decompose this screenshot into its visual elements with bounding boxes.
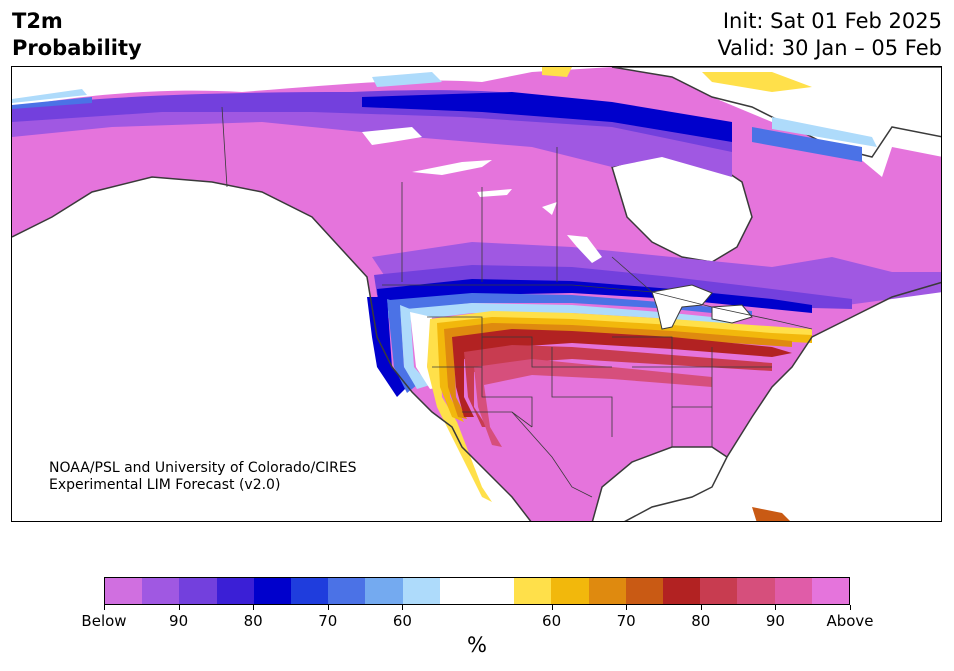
colorbar-segment <box>216 578 254 604</box>
colorbar <box>104 577 850 605</box>
band-below-90-mid <box>372 242 941 307</box>
colorbar-segment <box>663 578 701 604</box>
band-above-90 <box>474 359 712 447</box>
credit-text: NOAA/PSL and University of Colorado/CIRE… <box>49 460 357 494</box>
colorbar-segment <box>365 578 403 604</box>
colorbar-tick-label: Above <box>826 612 874 630</box>
init-date: Init: Sat 01 Feb 2025 <box>722 9 942 33</box>
colorbar-tick-mark <box>327 605 329 610</box>
colorbar-tick-label: 70 <box>318 612 338 630</box>
colorbar-tick-mark <box>551 605 553 610</box>
colorbar-tick-mark <box>104 605 105 610</box>
band-below-70-mid <box>378 293 752 317</box>
colorbar-tick-label: 80 <box>691 612 711 630</box>
colorbar-tick-label: Below <box>81 612 127 630</box>
colorbar-segment <box>774 578 812 604</box>
colorbar-tick-mark <box>402 605 404 610</box>
band-below-60-mid <box>384 303 732 325</box>
band-above-80 <box>452 329 792 417</box>
lake-winnipeg <box>567 235 602 263</box>
colorbar-tick-label: 60 <box>542 612 562 630</box>
band-west-coast-cold <box>367 297 407 397</box>
colorbar-tick-mark <box>178 605 180 610</box>
colorbar-unit: % <box>467 633 487 657</box>
colorbar-tick-mark <box>626 605 628 610</box>
colorbar-tick-mark <box>775 605 777 610</box>
band-west-white <box>410 312 442 389</box>
colorbar-segment <box>328 578 366 604</box>
title-type: Probability <box>12 36 142 60</box>
colorbar-segment <box>142 578 180 604</box>
colorbar-segment <box>551 578 589 604</box>
colorbar-segment <box>625 578 664 604</box>
band-caribbean <box>752 507 790 521</box>
band-above-85 <box>464 345 772 427</box>
colorbar-segment <box>700 578 738 604</box>
colorbar-segment <box>439 578 478 604</box>
colorbar-segment <box>291 578 329 604</box>
colorbar-tick-label: 60 <box>392 612 412 630</box>
colorbar-tick-label: 90 <box>765 612 785 630</box>
atlantic-ocean <box>712 282 941 521</box>
colorbar-segment <box>179 578 217 604</box>
lake-small <box>542 202 557 215</box>
colorbar-tick-label: 70 <box>616 612 636 630</box>
great-lakes <box>651 284 753 330</box>
colorbar-tick-mark <box>253 605 255 610</box>
band-below-80-mid <box>377 279 812 313</box>
lake-athabasca <box>477 189 512 197</box>
coastlines <box>12 176 941 521</box>
colorbar-segment <box>105 578 143 604</box>
colorbar-segment <box>514 578 552 604</box>
credit-line-2: Experimental LIM Forecast (v2.0) <box>49 477 281 493</box>
probability-map <box>12 67 941 521</box>
map-panel <box>11 66 942 522</box>
chart-title: T2m Probability <box>12 8 142 62</box>
pacific-ocean <box>12 177 531 521</box>
colorbar-tick-mark <box>700 605 702 610</box>
colorbar-segment <box>253 578 292 604</box>
band-above-60-north <box>542 67 812 92</box>
colorbar-tick-label: 80 <box>243 612 263 630</box>
colorbar-segment <box>737 578 775 604</box>
gulf-of-mexico <box>592 447 727 521</box>
credit-line-1: NOAA/PSL and University of Colorado/CIRE… <box>49 460 357 476</box>
colorbar-segment <box>811 578 850 604</box>
band-below-80 <box>362 92 732 142</box>
colorbar-segment <box>477 578 515 604</box>
colorbar-tick-label: 90 <box>169 612 189 630</box>
title-variable: T2m <box>12 9 63 33</box>
colorbar-segment <box>588 578 626 604</box>
valid-range: Valid: 30 Jan – 05 Feb <box>717 36 942 60</box>
political-borders <box>221 106 813 498</box>
band-west-coast-cold2 <box>387 299 417 393</box>
lake-great-slave <box>412 160 492 175</box>
band-above-70 <box>444 323 792 419</box>
colorbar-tick-mark <box>850 605 851 610</box>
lake-great-bear <box>362 127 422 145</box>
forecast-dates: Init: Sat 01 Feb 2025 Valid: 30 Jan – 05… <box>717 8 942 62</box>
colorbar-segment <box>402 578 440 604</box>
band-west-coast-cold3 <box>400 305 430 389</box>
